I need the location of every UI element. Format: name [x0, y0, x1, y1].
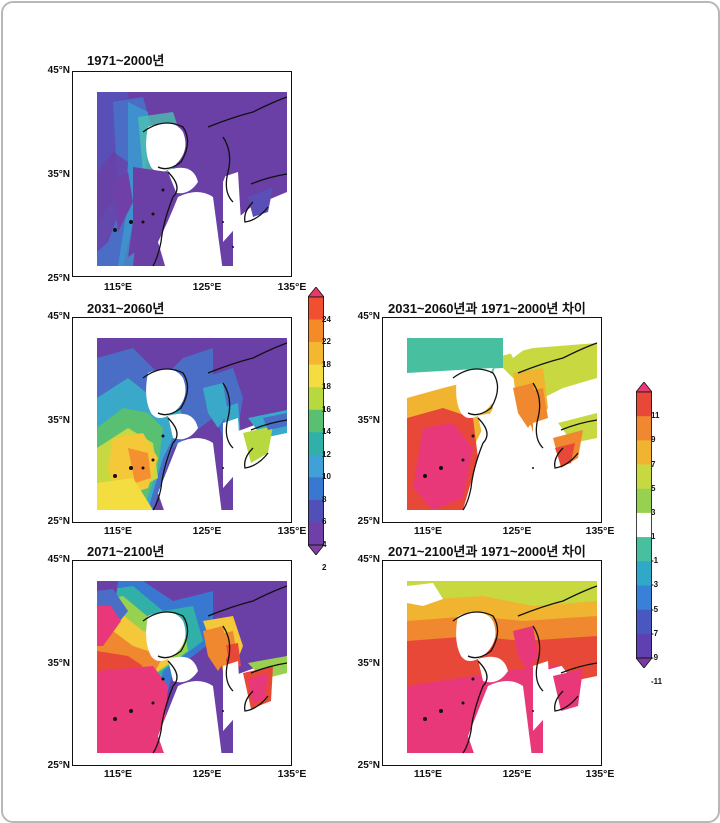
colorbar-segment	[308, 409, 324, 433]
lat-label-45n: 45°N	[357, 554, 380, 565]
lat-label-25n: 25°N	[47, 760, 70, 771]
colorbar-tick-label: 14	[322, 427, 331, 437]
lon-label-125e: 125°E	[502, 525, 532, 537]
lon-label-115e: 115°E	[103, 768, 133, 780]
panel-title-1971-2000: 1971~2000년	[87, 53, 165, 68]
colorbar-segment	[636, 488, 652, 514]
colorbar-tick-label: 9	[651, 435, 656, 445]
colorbar-tick-label: 12	[322, 449, 331, 459]
panel-title-diff-2031-2060: 2031~2060년과 1971~2000년 차이	[388, 301, 586, 316]
lat-label-25n: 25°N	[357, 516, 380, 527]
colorbar-top-arrow	[308, 287, 324, 298]
colorbar-tick-label: 6	[322, 517, 327, 527]
lat-label-35n: 35°N	[47, 169, 70, 180]
colorbar-tick-label: 2	[322, 562, 327, 572]
colorbar-outline	[308, 296, 324, 546]
colorbar-tick-label: -9	[651, 653, 659, 662]
colorbar-segment	[636, 609, 652, 635]
colorbar-tick-label: -11	[651, 677, 663, 687]
panel-title-2071-2100: 2071~2100년	[87, 544, 165, 559]
colorbar-tick-label: -3	[651, 580, 659, 590]
lat-label-35n: 35°N	[47, 658, 70, 669]
colorbar-tick-label: 16	[322, 404, 331, 414]
colorbar-tick-label: 1	[651, 532, 656, 542]
colorbar-segment	[308, 364, 324, 388]
lat-label-45n: 45°N	[47, 311, 70, 322]
colorbar-tick-label: 7	[651, 459, 656, 469]
colorbar-tick-label: 10	[322, 472, 331, 482]
map-diff-2071-2100	[382, 560, 602, 766]
colorbar-bottom-arrow	[636, 657, 652, 668]
colorbar-tick-label: -1	[651, 556, 659, 566]
colorbar-segment	[308, 454, 324, 478]
lon-label-125e: 125°E	[192, 768, 222, 780]
colorbar-segment	[308, 319, 324, 343]
lat-label-45n: 45°N	[357, 311, 380, 322]
lon-label-125e: 125°E	[192, 281, 222, 293]
colorbar-segment	[308, 342, 324, 365]
colorbar-segment	[308, 297, 324, 320]
colorbar-segment	[636, 392, 652, 417]
colorbar-tick-label: 24	[322, 314, 331, 324]
colorbar-tick-label: 4	[322, 540, 327, 549]
colorbar-tick-label: 11	[651, 411, 660, 421]
colorbar-tick-label: 8	[322, 494, 327, 504]
colorbar-segment	[636, 512, 652, 538]
lat-label-35n: 35°N	[357, 658, 380, 669]
panel-title-2031-2060: 2031~2060년	[87, 301, 165, 316]
map-1971-2000	[72, 71, 292, 277]
lat-label-25n: 25°N	[47, 516, 70, 527]
panel-title-diff-2071-2100: 2071~2100년과 1971~2000년 차이	[388, 544, 586, 559]
colorbar-segment	[308, 522, 324, 546]
lat-label-25n: 25°N	[357, 760, 380, 771]
lon-label-115e: 115°E	[413, 768, 443, 780]
lon-label-125e: 125°E	[502, 768, 532, 780]
lon-label-115e: 115°E	[103, 281, 133, 293]
colorbar-segment	[636, 561, 652, 586]
colorbar-tick-label: 22	[322, 337, 331, 347]
lon-label-135e: 135°E	[585, 525, 615, 537]
colorbar-tick-label: 3	[651, 507, 656, 517]
colorbar-tick-label: 18	[322, 382, 331, 392]
colorbar-tick-label: 18	[322, 359, 331, 369]
colorbar-absolute	[308, 287, 324, 555]
map-2071-2100	[72, 560, 292, 766]
colorbar-segment	[308, 432, 324, 456]
colorbar-segment	[636, 464, 652, 490]
colorbar-segment	[308, 499, 324, 523]
lat-label-35n: 35°N	[47, 415, 70, 426]
lon-label-125e: 125°E	[192, 525, 222, 537]
map-diff-2031-2060	[382, 317, 602, 523]
colorbar-segment	[636, 416, 652, 441]
colorbar-segment	[308, 477, 324, 501]
colorbar-tick-label: -5	[651, 604, 659, 614]
colorbar-tick-label: 5	[651, 483, 656, 493]
map-2031-2060	[72, 317, 292, 523]
colorbar-segment	[636, 537, 652, 562]
colorbar-outline	[636, 391, 652, 659]
colorbar-segment	[636, 633, 652, 659]
lon-label-135e: 135°E	[277, 525, 307, 537]
lat-label-45n: 45°N	[47, 554, 70, 565]
colorbar-difference	[636, 382, 652, 668]
colorbar-segment	[636, 440, 652, 465]
lon-label-135e: 135°E	[585, 768, 615, 780]
colorbar-segment	[308, 387, 324, 411]
lat-label-25n: 25°N	[47, 273, 70, 284]
lat-label-45n: 45°N	[47, 65, 70, 76]
colorbar-tick-label: -7	[651, 628, 659, 638]
lon-label-135e: 135°E	[277, 768, 307, 780]
lon-label-115e: 115°E	[413, 525, 443, 537]
colorbar-segment	[636, 585, 652, 610]
lon-label-115e: 115°E	[103, 525, 133, 537]
colorbar-top-arrow	[636, 382, 652, 393]
lat-label-35n: 35°N	[357, 415, 380, 426]
lon-label-135e: 135°E	[277, 281, 307, 293]
